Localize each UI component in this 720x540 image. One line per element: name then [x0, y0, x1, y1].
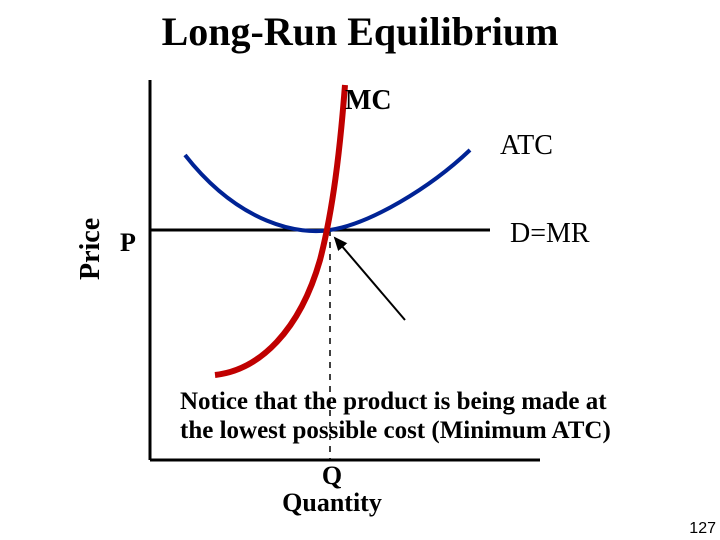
- q-line2: Quantity: [252, 489, 412, 516]
- y-axis-label: Price: [75, 218, 107, 280]
- slide: Long-Run Equilibrium Price P MC ATC D=MR…: [0, 0, 720, 540]
- pointer-arrow: [335, 238, 405, 320]
- price-level-label: P: [120, 228, 136, 258]
- caption-line-2: the lowest possible cost (Minimum ATC): [180, 417, 611, 446]
- dmr-label: D=MR: [510, 218, 590, 250]
- page-number: 127: [689, 520, 716, 538]
- mc-label: MC: [345, 85, 392, 117]
- slide-caption: Notice that the product is being made at…: [180, 388, 611, 446]
- caption-line-1: Notice that the product is being made at: [180, 388, 611, 417]
- q-line1: Q: [252, 462, 412, 489]
- x-axis-label: Q Quantity: [252, 462, 412, 517]
- atc-label: ATC: [500, 130, 553, 162]
- chart-canvas: [0, 0, 720, 540]
